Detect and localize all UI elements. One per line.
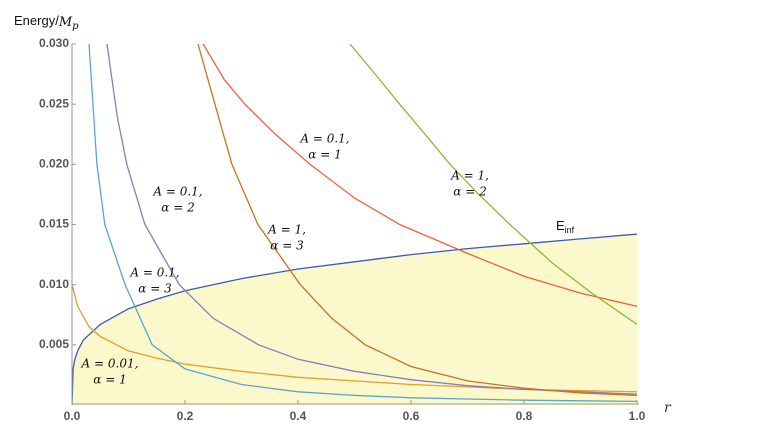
x-tick-label: 0.8 <box>516 409 533 423</box>
x-tick-label: 1.0 <box>629 409 646 423</box>
annotation: A = 0.01, <box>81 357 139 371</box>
annotation: α = 1 <box>93 373 126 387</box>
annotation: A = 0.1, <box>129 266 179 280</box>
y-tick-label: 0.010 <box>39 277 69 291</box>
plot-area <box>72 44 638 406</box>
line <box>349 44 638 325</box>
y-tick-label: 0.015 <box>39 217 69 231</box>
curve-label-text: E <box>556 218 565 233</box>
y-tick-label: 0.025 <box>39 96 69 110</box>
y-tick-label: 0.030 <box>39 36 69 50</box>
annotation: α = 2 <box>453 185 486 199</box>
annotation: α = 1 <box>308 148 341 162</box>
y-label-text: Energy/ <box>14 13 59 28</box>
y-tick-label: 0.005 <box>39 337 69 351</box>
x-tick-label: 0.2 <box>177 409 194 423</box>
annotation: A = 1, <box>450 169 489 183</box>
line <box>106 44 638 395</box>
x-axis-label: r <box>664 400 672 416</box>
y-axis-label: Energy/Mp <box>14 13 79 31</box>
annotation: α = 3 <box>138 282 172 296</box>
annotation: α = 3 <box>270 239 304 253</box>
line <box>88 44 638 403</box>
curve-label-sub: inf <box>565 225 575 235</box>
annotation: A = 1, <box>267 223 306 237</box>
x-tick-label: 0.6 <box>403 409 420 423</box>
x-tick-label: 0.4 <box>290 409 307 423</box>
y-label-sub: p <box>72 21 79 32</box>
annotation: A = 0.1, <box>299 132 349 146</box>
y-tick-label: 0.020 <box>39 157 69 171</box>
y-label-var: M <box>58 15 73 30</box>
curve-label: Einf <box>556 218 575 235</box>
area-fill <box>72 234 637 405</box>
annotation: α = 2 <box>161 201 194 215</box>
line <box>202 44 638 307</box>
line <box>197 44 638 397</box>
annotation: A = 0.1, <box>152 185 202 199</box>
x-tick-label: 0.0 <box>64 409 81 423</box>
